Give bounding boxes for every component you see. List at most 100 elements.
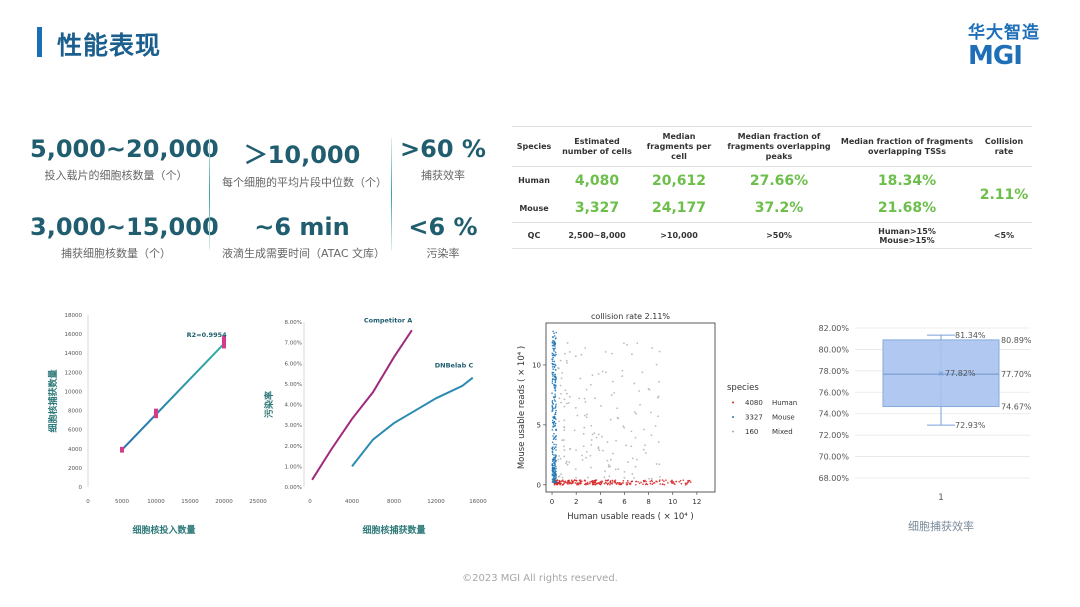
data-point (637, 480, 639, 483)
x-tick-label: 8 (646, 498, 650, 506)
data-point (682, 479, 685, 481)
data-point (551, 450, 554, 453)
page-title: 性能表现 (57, 31, 162, 60)
stat-label: 投入载片的细胞核数量（个） (44, 169, 188, 182)
data-point (553, 454, 555, 456)
y-tick-label: 4.00% (285, 403, 302, 409)
data-point (553, 374, 555, 376)
data-point (642, 483, 644, 485)
table-header: Median fraction of fragments overlapping… (720, 126, 838, 167)
y-axis-label: 污染率 (263, 391, 275, 418)
data-point (555, 460, 557, 463)
data-point (617, 417, 620, 420)
data-point (558, 420, 560, 423)
data-point (553, 396, 555, 399)
data-point (552, 403, 555, 405)
data-point (604, 481, 607, 484)
data-point (613, 391, 616, 394)
data-point (584, 347, 587, 349)
data-point (592, 483, 594, 486)
stat-input-nuclei: 5,000~20,000 投入载片的细胞核数量（个） (30, 135, 219, 183)
chart-contamination: 0.00% 1.00% 2.00% 3.00% 4.00% 5.00% 6.00% 7.00%… (258, 305, 490, 540)
table-header: Median fraction of fragments overlapping… (838, 126, 976, 167)
data-point (613, 480, 616, 482)
data-point (551, 344, 554, 347)
data-point (565, 460, 568, 463)
data-point (649, 480, 651, 483)
data-point (641, 371, 644, 374)
data-point (565, 359, 568, 362)
data-point (610, 482, 612, 485)
data-point (567, 483, 569, 485)
data-point (608, 475, 611, 478)
data-point (636, 458, 638, 461)
y-tick-label: 1.00% (285, 464, 302, 470)
data-point (559, 482, 561, 485)
stat-value: ~6 min (254, 213, 350, 241)
data-point (551, 458, 554, 461)
data-point (552, 368, 554, 370)
chart-collision-scatter: collision rate 2.11% 0 2 4 6 8 10 12 0 5 10 Mouse u… (510, 305, 810, 525)
data-point (593, 432, 596, 435)
table-cell: >10,000 (638, 222, 720, 249)
data-point (649, 411, 652, 414)
data-point (551, 373, 554, 376)
table-row-qc: QC 2,500~8,000 >10,000 >50% Human>15% Mo… (512, 222, 1032, 249)
data-point (551, 421, 554, 424)
data-point (555, 443, 557, 446)
data-point (553, 432, 555, 435)
data-point (560, 473, 562, 476)
data-point (663, 483, 666, 486)
data-point (553, 344, 555, 347)
data-point (553, 447, 556, 450)
data-point (600, 481, 602, 484)
data-point (579, 480, 582, 483)
data-point (553, 350, 555, 352)
y-tick-label: 7.00% (285, 341, 302, 347)
stat-divider (209, 138, 210, 250)
data-point (554, 347, 556, 350)
data-point (604, 479, 607, 482)
data-point (585, 416, 588, 419)
x-axis-label: Human usable reads ( × 10⁴ ) (567, 512, 693, 522)
data-point (630, 430, 633, 433)
data-point (562, 480, 564, 482)
x-tick-label: 5000 (115, 499, 129, 505)
data-point (553, 475, 555, 477)
data-point (554, 400, 557, 402)
data-point (679, 479, 682, 482)
chart-svg: collision rate 2.11% 0 2 4 6 8 10 12 0 5 10 Mouse u… (517, 312, 797, 522)
data-point (553, 466, 556, 469)
data-point (585, 456, 587, 459)
data-point (627, 481, 629, 484)
stat-capture-efficiency: >60 % 捕获效率 (398, 135, 488, 183)
data-point (579, 482, 582, 485)
chart-svg: 0.00% 1.00% 2.00% 3.00% 4.00% 5.00% 6.00% 7.00%… (263, 316, 487, 536)
data-point (597, 433, 600, 436)
logo-en-text: MGI (968, 41, 1023, 71)
table-row: Mouse 3,327 24,177 37.2% 21.68% (512, 195, 1032, 223)
data-point (559, 384, 562, 387)
data-point (554, 481, 556, 484)
x-tick-label: 25000 (249, 499, 267, 505)
data-point (611, 380, 614, 383)
data-point (625, 482, 628, 484)
data-point (551, 419, 554, 422)
data-point (659, 483, 662, 485)
data-point (594, 481, 597, 484)
data-point (551, 352, 554, 355)
data-point (554, 351, 557, 354)
data-point (555, 446, 557, 448)
data-point (601, 435, 603, 438)
data-point (554, 373, 557, 376)
data-point (552, 446, 554, 448)
data-point (642, 448, 645, 451)
data-point (553, 462, 556, 465)
data-point (552, 435, 554, 437)
data-point (618, 483, 621, 486)
y-tick-label: 80.00% (818, 345, 849, 354)
x-tick-label: 8000 (387, 499, 401, 505)
data-point (622, 482, 624, 484)
data-point (555, 369, 557, 371)
data-point (638, 482, 641, 485)
